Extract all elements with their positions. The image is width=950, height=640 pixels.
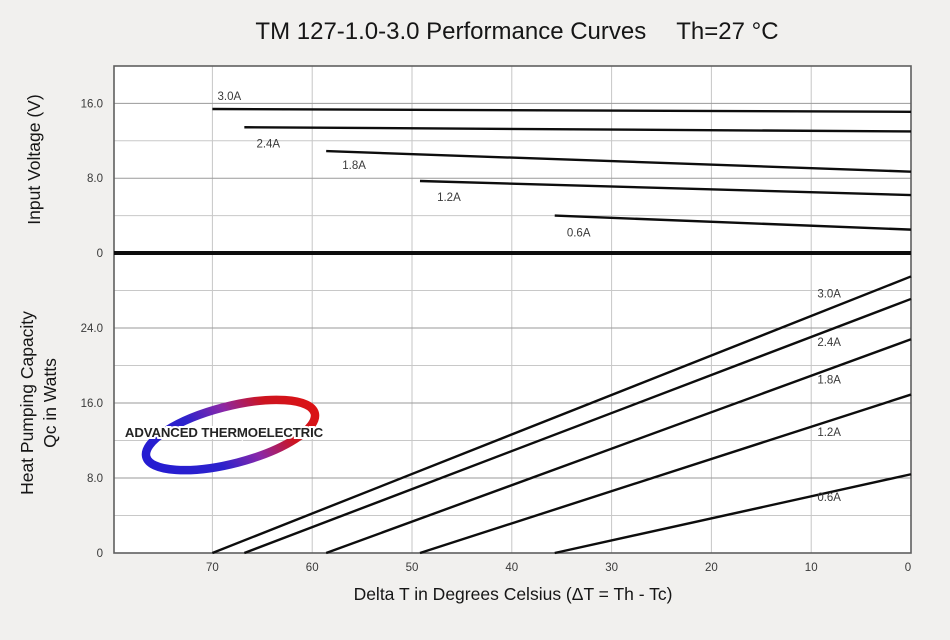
x-axis-title: Delta T in Degrees Celsius (ΔT = Th - Tc… <box>354 584 673 604</box>
x-tick-50: 50 <box>406 562 419 574</box>
y-axis-title-qc-line1: Heat Pumping Capacity <box>17 311 37 495</box>
curve-label-voltage-1.8A: 1.8A <box>342 160 366 172</box>
curve-label-qc-1.2A: 1.2A <box>817 427 841 439</box>
x-tick-60: 60 <box>306 562 319 574</box>
x-tick-70: 70 <box>206 562 219 574</box>
x-tick-10: 10 <box>805 562 818 574</box>
plot-group: 3.0A 2.4A 1.8A 1.2A 0.6A 16.0 8.0 0 Input Voltag… <box>17 65 912 574</box>
chart-title-main: TM 127-1.0-3.0 Performance Curves <box>255 18 646 45</box>
curve-label-voltage-2.4A: 2.4A <box>256 139 280 151</box>
x-tick-30: 30 <box>605 562 618 574</box>
curve-label-voltage-1.2A: 1.2A <box>437 192 461 204</box>
x-tick-20: 20 <box>705 562 718 574</box>
curve-qc-1.2A <box>419 393 912 555</box>
y-tick-voltage-16.0: 16.0 <box>81 98 103 110</box>
y-tick-qc-16.0: 16.0 <box>81 398 103 410</box>
y-tick-voltage-8.0: 8.0 <box>87 173 103 185</box>
curve-voltage-1.2A <box>419 179 912 197</box>
y-tick-qc-0: 0 <box>97 548 103 560</box>
y-axis-title-qc-line2: Qc in Watts <box>40 358 60 448</box>
y-tick-qc-8.0: 8.0 <box>87 473 103 485</box>
chart-title-condition: Th=27 °C <box>676 18 778 45</box>
curve-qc-3.0A <box>211 275 912 555</box>
curve-voltage-0.6A <box>554 214 912 231</box>
curve-voltage-2.4A <box>244 126 912 133</box>
y-tick-qc-24.0: 24.0 <box>81 323 103 335</box>
curve-qc-0.6A <box>554 473 912 555</box>
curve-qc-2.4A <box>243 297 912 555</box>
logo-text: ADVANCED THERMOELECTRIC <box>125 425 324 440</box>
x-tick-0: 0 <box>905 562 911 574</box>
curve-voltage-3.0A <box>212 107 912 114</box>
curve-qc-1.8A <box>325 338 912 555</box>
y-tick-voltage-0: 0 <box>97 248 103 260</box>
logo-swoosh-icon <box>141 395 320 475</box>
plot-frame <box>113 65 912 554</box>
curve-label-qc-3.0A: 3.0A <box>817 288 841 300</box>
curve-label-voltage-3.0A: 3.0A <box>218 91 242 103</box>
x-tick-40: 40 <box>505 562 518 574</box>
chart-title: TM 127-1.0-3.0 Performance Curves Th=27 °… <box>255 18 778 45</box>
curve-label-voltage-0.6A: 0.6A <box>567 227 591 239</box>
curve-label-qc-2.4A: 2.4A <box>817 337 841 349</box>
curve-label-qc-0.6A: 0.6A <box>817 492 841 504</box>
curve-label-qc-1.8A: 1.8A <box>817 375 841 387</box>
plot-area <box>114 66 911 553</box>
y-axis-title-voltage-line1: Input Voltage (V) <box>24 94 44 224</box>
curve-voltage-1.8A <box>326 149 912 173</box>
advanced-thermoelectric-logo: ADVANCED THERMOELECTRIC <box>123 395 326 475</box>
